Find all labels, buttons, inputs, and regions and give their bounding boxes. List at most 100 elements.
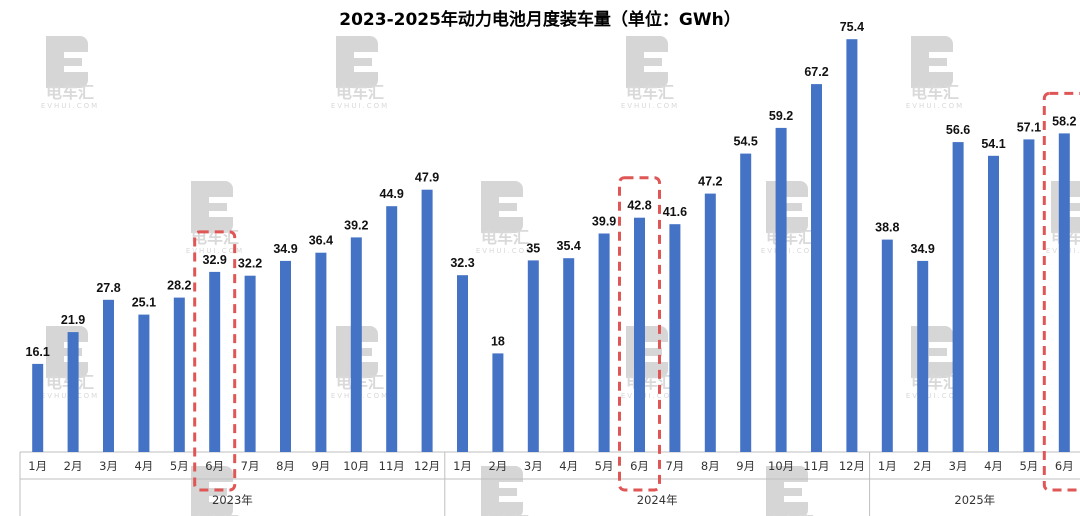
- value-label: 38.8: [875, 221, 899, 235]
- bar: [846, 39, 858, 452]
- watermark-subtext: EVHUI.COM: [621, 392, 679, 400]
- tick-label: 2月: [64, 459, 83, 473]
- watermark-logo-icon: [46, 36, 88, 88]
- watermark-text: 电车汇: [336, 83, 384, 102]
- highlight-box: [1042, 91, 1080, 492]
- highlight-box: [618, 176, 661, 492]
- watermark-subtext: EVHUI.COM: [186, 247, 244, 255]
- chart-title: 2023-2025年动力电池月度装车量（单位：GWh）: [339, 9, 741, 30]
- bar: [315, 252, 327, 452]
- tick-label: 1月: [453, 459, 472, 473]
- value-label: 54.1: [981, 137, 1005, 151]
- bar: [669, 224, 681, 452]
- tick-label: 1月: [28, 459, 47, 473]
- bar: [563, 258, 575, 452]
- group-label: 2024年: [637, 493, 678, 507]
- tick-label: 6月: [1055, 459, 1074, 473]
- tick-label: 11月: [379, 459, 405, 473]
- watermark-logo-icon: [626, 36, 668, 88]
- watermark-logo-icon: [766, 466, 808, 516]
- watermark-subtext: EVHUI.COM: [331, 102, 389, 110]
- value-label: 34.9: [911, 242, 935, 256]
- bar: [32, 363, 44, 452]
- watermark-logo-icon: [626, 326, 668, 378]
- category-axis: 1月 2月 3月 4月 5月 6月 7月 8月 9月 10月 11月 12月 2023年 1月 2月 3月 4月…: [19, 451, 1080, 516]
- bars: [32, 39, 1070, 453]
- value-label: 59.2: [769, 109, 793, 123]
- bar: [917, 260, 929, 452]
- value-label: 28.2: [167, 279, 191, 293]
- value-label: 58.2: [1052, 114, 1076, 128]
- watermark-text: 电车汇: [626, 373, 674, 392]
- bar: [492, 353, 504, 452]
- watermark-text: 电车汇: [46, 83, 94, 102]
- highlight-boxes: [193, 91, 1080, 492]
- tick-label: 4月: [134, 459, 153, 473]
- value-label: 57.1: [1017, 120, 1041, 134]
- value-label: 44.9: [380, 187, 404, 201]
- watermark-logo-icon: [766, 181, 808, 233]
- watermark-text: 电车汇: [766, 513, 814, 516]
- value-label: 75.4: [840, 20, 864, 34]
- value-label: 32.2: [238, 257, 262, 271]
- tick-label: 5月: [1019, 459, 1038, 473]
- watermark-subtext: EVHUI.COM: [906, 392, 964, 400]
- tick-label: 12月: [414, 459, 440, 473]
- bar: [209, 271, 221, 452]
- bar: [740, 153, 752, 452]
- value-label: 42.8: [627, 199, 651, 213]
- value-label: 18: [491, 334, 505, 348]
- watermark-logo-icon: [336, 36, 378, 88]
- tick-label: 8月: [701, 459, 720, 473]
- watermark-subtext: EVHUI.COM: [621, 102, 679, 110]
- bar: [67, 332, 79, 452]
- tick-label: 4月: [559, 459, 578, 473]
- value-label: 35.4: [557, 239, 581, 253]
- tick-label: 10月: [768, 459, 794, 473]
- watermark-logo-icon: [481, 466, 523, 516]
- value-label: 27.8: [96, 281, 120, 295]
- watermark-logo-icon: [481, 181, 523, 233]
- bar: [988, 155, 999, 453]
- watermark-text: 电车汇: [766, 228, 814, 247]
- value-label: 47.9: [415, 171, 439, 185]
- watermark-text: 电车汇: [626, 83, 674, 102]
- tick-label: 7月: [241, 459, 260, 473]
- value-label: 32.9: [203, 253, 227, 267]
- tick-label: 3月: [949, 459, 968, 473]
- bar: [421, 189, 433, 452]
- bar: [138, 314, 150, 452]
- tick-label: 6月: [205, 459, 224, 473]
- value-label: 47.2: [698, 175, 722, 189]
- value-label: 35: [526, 241, 540, 255]
- value-label: 16.1: [26, 345, 50, 359]
- watermark-text: 电车汇: [911, 83, 959, 102]
- tick-label: 5月: [170, 459, 189, 473]
- bar: [952, 142, 964, 452]
- watermark-subtext: EVHUI.COM: [476, 247, 534, 255]
- watermark-subtext: EVHUI.COM: [41, 102, 99, 110]
- tick-label: 10月: [343, 459, 369, 473]
- watermark-logo-icon: [191, 181, 233, 233]
- tick-label: 6月: [630, 459, 649, 473]
- tick-label: 3月: [99, 459, 118, 473]
- value-label: 56.6: [946, 123, 970, 137]
- value-labels: 16.1 21.9 27.8 25.1 28.2 32.9 32.2 34.9 36.4 39.2…: [26, 20, 1077, 359]
- tick-label: 2月: [488, 459, 507, 473]
- group-label: 2023年: [212, 493, 253, 507]
- tick-label: 3月: [524, 459, 543, 473]
- highlight-box: [193, 230, 237, 492]
- value-label: 41.6: [663, 205, 687, 219]
- value-label: 34.9: [273, 242, 297, 256]
- bar: [598, 233, 610, 452]
- value-label: 21.9: [61, 313, 85, 327]
- bar: [811, 84, 822, 452]
- bar: [457, 275, 468, 452]
- tick-label: 9月: [311, 459, 330, 473]
